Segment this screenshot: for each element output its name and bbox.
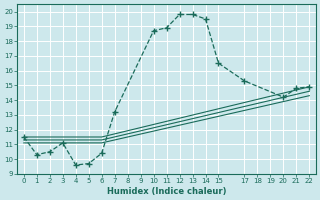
X-axis label: Humidex (Indice chaleur): Humidex (Indice chaleur) <box>107 187 226 196</box>
